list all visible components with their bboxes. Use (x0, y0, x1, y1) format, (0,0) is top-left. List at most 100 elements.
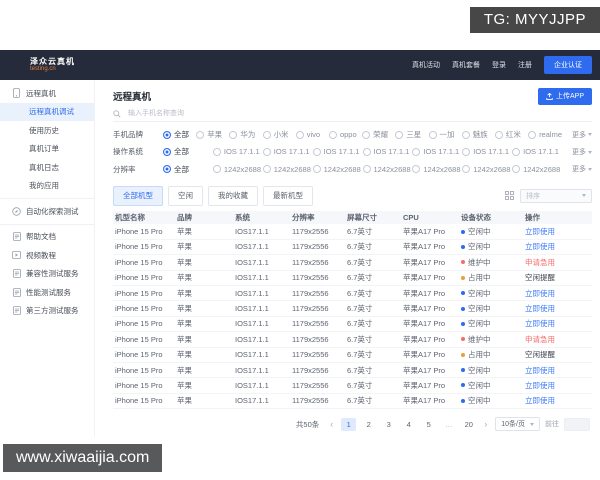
more-link[interactable]: 更多 (562, 130, 592, 140)
action-link[interactable]: 立即使用 (525, 227, 555, 237)
sidebar-item-11[interactable]: 第三方测试服务 (0, 302, 94, 321)
sidebar-item-7[interactable]: 帮助文档 (0, 228, 94, 247)
sidebar-item-6[interactable]: 自动化探索测试 (0, 202, 94, 221)
sidebar-item-8[interactable]: 视频教程 (0, 246, 94, 265)
filter-option[interactable]: 1242x2688 (462, 165, 512, 174)
filter-option[interactable]: IOS 17.1.1 (212, 147, 263, 156)
sidebar-item-9[interactable]: 兼容性测试服务 (0, 265, 94, 284)
filter-option-label: 1242x2688 (373, 164, 411, 174)
action-link[interactable]: 立即使用 (525, 319, 555, 329)
filter-option[interactable]: realme (528, 130, 562, 139)
tab-2[interactable]: 我的收藏 (208, 185, 258, 206)
sidebar-item-4[interactable]: 真机日志 (0, 158, 94, 177)
filter-option[interactable]: 红米 (494, 129, 528, 140)
filter-option-label: 苹果 (207, 130, 223, 140)
cell-os: IOS17.1.1 (235, 288, 269, 298)
filter-option-label: 1242x2688 (223, 164, 261, 174)
filter-option[interactable]: 小米 (262, 129, 296, 140)
radio-icon (212, 165, 221, 174)
nav-device-plans[interactable]: 真机套餐 (452, 62, 480, 69)
radio-icon (462, 147, 471, 156)
watermark: www.xiwaaijia.com (3, 444, 163, 472)
filter-option[interactable]: 全部 (163, 146, 213, 157)
filter-option[interactable]: IOS 17.1.1 (412, 147, 462, 156)
goto-label: 前往 (545, 421, 559, 429)
page-button[interactable]: 20 (464, 419, 473, 429)
cell-resolution: 1179x2556 (292, 396, 329, 406)
cell-cpu: 苹果A17 Pro (403, 365, 446, 375)
next-page-button[interactable]: › (484, 418, 488, 429)
filter-option[interactable]: 1242x2688 (212, 164, 263, 174)
upload-app-button[interactable]: 上传APP (537, 87, 592, 105)
main-content: 远程真机 上传APP 手机品牌全部苹果华为小米vivooppo荣耀三星一加魅族红… (95, 80, 600, 437)
qr-scan-icon[interactable] (505, 191, 514, 201)
filter-option-label: oppo (339, 130, 357, 140)
action-link[interactable]: 立即使用 (525, 365, 555, 375)
action-link[interactable]: 空闲提醒 (525, 350, 555, 360)
action-link[interactable]: 立即使用 (525, 304, 555, 314)
filter-option[interactable]: 荣耀 (362, 129, 395, 140)
goto-page-input[interactable] (564, 417, 590, 431)
page-size-select[interactable]: 10条/页 (495, 417, 540, 432)
action-link[interactable]: 空闲提醒 (525, 273, 555, 283)
action-link[interactable]: 立即使用 (525, 288, 555, 298)
prev-page-button[interactable]: ‹ (330, 418, 334, 429)
filter-option[interactable]: 全部 (163, 164, 213, 175)
tab-3[interactable]: 最新机型 (263, 185, 313, 206)
filter-option[interactable]: IOS 17.1.1 (312, 147, 363, 156)
more-link[interactable]: 更多 (562, 147, 592, 157)
column-header: 屏幕尺寸 (347, 213, 377, 223)
nav-register[interactable]: 注册 (518, 62, 532, 69)
sidebar-item-10[interactable]: 性能测试服务 (0, 283, 94, 302)
nav-login[interactable]: 登录 (492, 62, 506, 69)
filter-option[interactable]: 魅族 (461, 129, 495, 140)
page-button[interactable]: 4 (406, 419, 411, 429)
sidebar-item-5[interactable]: 我的应用 (0, 177, 94, 196)
sidebar-item-1[interactable]: 远程真机调试 (0, 102, 94, 121)
page-button[interactable]: 1 (341, 417, 357, 431)
action-link[interactable]: 立即使用 (525, 396, 555, 406)
upload-button-label: 上传APP (555, 93, 584, 100)
sidebar-item-2[interactable]: 使用历史 (0, 121, 94, 140)
page-button[interactable]: 2 (366, 419, 371, 429)
sidebar-item-3[interactable]: 真机订单 (0, 140, 94, 159)
more-pages-button[interactable]: … (445, 419, 453, 429)
filter-option[interactable]: 苹果 (196, 129, 229, 140)
filter-option[interactable]: IOS 17.1.1 (512, 147, 562, 156)
tab-0[interactable]: 全部机型 (113, 185, 163, 206)
filter-option[interactable]: 1242x2688 (412, 165, 462, 174)
filter-option[interactable]: 三星 (395, 129, 428, 140)
sidebar-item-0[interactable]: 远程真机 (0, 84, 94, 103)
page-button[interactable]: 5 (426, 419, 431, 429)
filter-option[interactable]: IOS 17.1.1 (262, 147, 313, 156)
page-button[interactable]: 3 (386, 419, 391, 429)
filter-option[interactable]: 华为 (229, 129, 262, 140)
filter-option[interactable]: oppo (328, 130, 362, 140)
filter-option[interactable]: 1242x2688 (362, 164, 413, 174)
action-link[interactable]: 申请急用 (525, 334, 555, 344)
status-dot (461, 229, 465, 234)
filter-option[interactable]: 一加 (428, 129, 462, 140)
sort-select[interactable]: 排序 (520, 188, 592, 203)
cell-name: iPhone 15 Pro (115, 365, 163, 375)
more-link[interactable]: 更多 (562, 164, 592, 174)
filter-option[interactable]: 1242x2688 (312, 165, 363, 174)
nav-device-activity[interactable]: 真机活动 (412, 62, 440, 69)
tab-1[interactable]: 空闲 (168, 185, 203, 206)
filter-options: 全部 IOS 17.1.1 IOS 17.1.1 IOS 17.1.1 IOS 17.1… (163, 146, 562, 157)
status-dot (461, 368, 465, 373)
action-link[interactable]: 申请急用 (525, 257, 555, 267)
search-input[interactable] (126, 109, 592, 118)
filter-option[interactable]: 1242x2688 (512, 165, 562, 174)
enterprise-auth-button[interactable]: 企业认证 (544, 56, 592, 74)
filter-option[interactable]: IOS 17.1.1 (362, 147, 413, 156)
filter-option[interactable]: 1242x2688 (262, 165, 313, 174)
filter-option[interactable]: IOS 17.1.1 (462, 147, 512, 156)
table-row: iPhone 15 Pro 苹果 IOS17.1.1 1179x2556 6.7英寸 苹果… (113, 332, 592, 348)
table-row: iPhone 15 Pro 苹果 IOS17.1.1 1179x2556 6.7英寸 苹果… (113, 317, 592, 333)
filter-option[interactable]: 全部 (163, 129, 196, 140)
action-link[interactable]: 立即使用 (525, 380, 555, 390)
filter-option[interactable]: vivo (295, 130, 329, 139)
action-link[interactable]: 立即使用 (525, 242, 555, 252)
filter-option-label: 小米 (273, 130, 289, 140)
